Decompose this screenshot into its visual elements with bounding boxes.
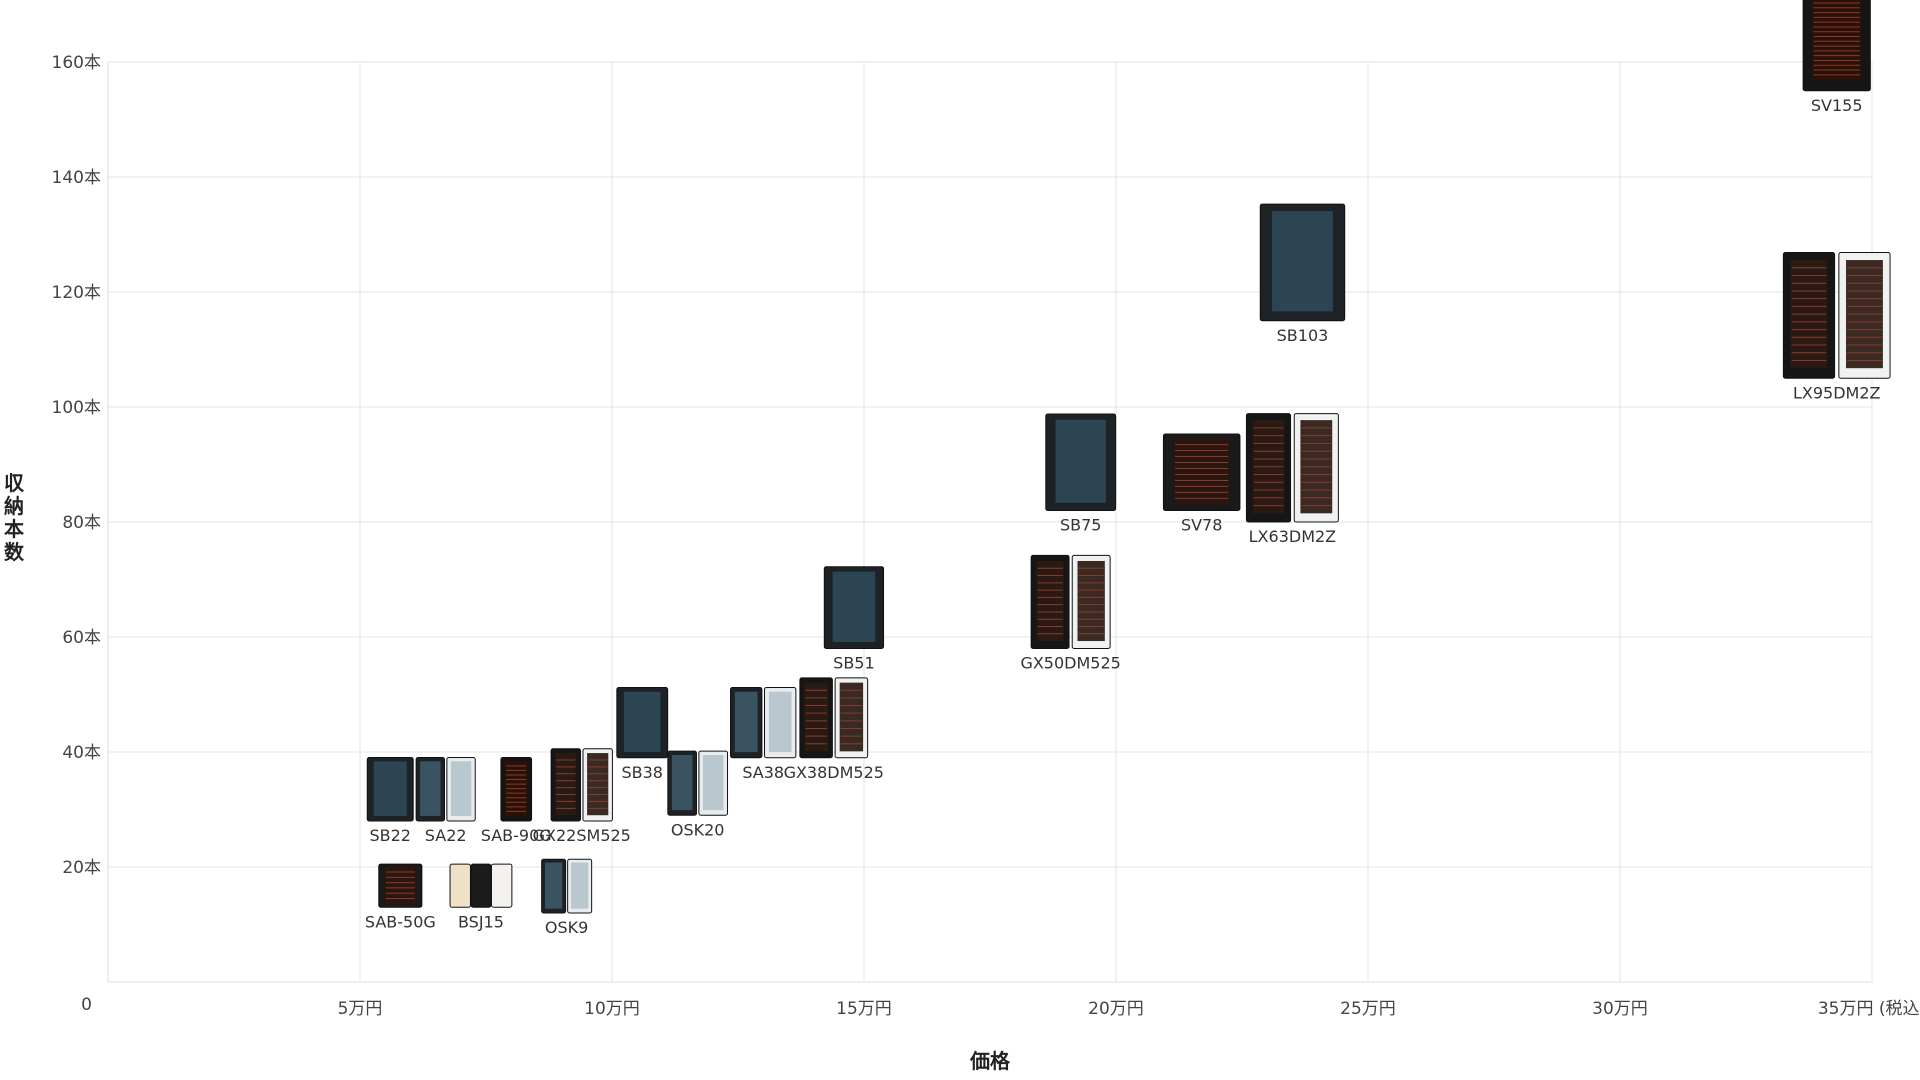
- data-label: SB51: [833, 654, 875, 673]
- cabinet-window: [587, 753, 609, 816]
- data-label: SB38: [621, 763, 663, 782]
- data-point: SA22: [415, 757, 476, 845]
- x-tick-label: 10万円: [584, 999, 640, 1019]
- data-label: OSK9: [545, 918, 588, 937]
- y-tick-label: 60本: [62, 628, 101, 648]
- data-label: SAB-50G: [365, 912, 436, 931]
- cabinet-window: [1055, 419, 1106, 503]
- cabinet-body: [470, 863, 492, 908]
- data-point: BSJ15: [449, 863, 513, 931]
- data-point: SB22: [366, 757, 414, 845]
- cabinet-window: [571, 862, 589, 909]
- y-axis-label-char: 納: [4, 494, 24, 518]
- data-point: SA38: [730, 687, 797, 782]
- data-label: LX63DM2Z: [1249, 527, 1337, 546]
- data-label: SB22: [369, 826, 411, 845]
- x-tick-label: 5万円: [338, 999, 383, 1019]
- y-tick-label: 140本: [52, 168, 101, 188]
- cabinet-window: [420, 761, 441, 816]
- data-label: GX50DM525: [1020, 654, 1120, 673]
- data-label: SA22: [425, 826, 467, 845]
- x-tick-label: 20万円: [1088, 999, 1144, 1019]
- data-point: SV78: [1162, 433, 1241, 535]
- cabinet-window: [373, 761, 407, 816]
- cabinet-window: [384, 866, 416, 904]
- y-tick-label: 100本: [52, 398, 101, 418]
- data-point: SAB-50G: [365, 863, 436, 931]
- cabinet-window: [1036, 560, 1064, 642]
- cabinet-body: [490, 863, 513, 908]
- data-point: SB103: [1259, 203, 1346, 345]
- data-label: SV155: [1811, 96, 1863, 115]
- data-point: GX38DM525: [784, 677, 884, 782]
- data-point: GX22SM525: [533, 748, 631, 845]
- data-point: SB51: [823, 566, 885, 673]
- x-tick-label: 35万円 (税込): [1818, 999, 1920, 1019]
- axis-layer: 5万円 10万円 15万円 20万円 25万円 30万円 35万円 (税込) 0 20本 40本 6…: [52, 53, 1920, 1019]
- cabinet-window: [671, 754, 693, 811]
- cabinet-window: [555, 753, 577, 816]
- y-tick-label: 20本: [62, 858, 101, 878]
- y-axis-label-char: 本: [4, 517, 24, 541]
- x-tick-label: 15万円: [836, 999, 892, 1019]
- data-point: LX63DM2Z: [1245, 413, 1339, 546]
- data-point: OSK20: [667, 750, 729, 839]
- data-label: SAB-90G: [481, 826, 552, 845]
- data-point: SB75: [1045, 413, 1117, 535]
- data-point: SB38: [616, 687, 669, 782]
- data-label: LX95DM2Z: [1793, 383, 1881, 402]
- x-axis-label: 価格: [969, 1049, 1011, 1073]
- y-axis-label-char: 数: [4, 540, 25, 564]
- cabinet-window: [832, 571, 876, 642]
- points-layer: SAB-50G BSJ15 OSK9 SB22 SA22 SAB-90GGX22SM525…: [365, 0, 1891, 937]
- y-tick-label: 160本: [52, 53, 101, 73]
- cabinet-window: [450, 761, 472, 816]
- data-point: GX50DM525: [1020, 554, 1121, 673]
- x-tick-label: 25万円: [1340, 999, 1396, 1019]
- cabinet-window: [1077, 560, 1105, 642]
- cabinet-window: [544, 862, 563, 909]
- cabinet-window: [702, 754, 724, 811]
- data-point: LX95DM2Z: [1782, 252, 1891, 402]
- cabinet-window: [623, 691, 661, 753]
- cabinet-body: [449, 863, 471, 908]
- data-label: SB75: [1060, 516, 1102, 535]
- cabinet-window: [768, 691, 792, 753]
- cabinet-window: [734, 691, 758, 753]
- data-point: SV155: [1802, 0, 1871, 115]
- y-axis-label-char: 収: [4, 471, 25, 495]
- grid-layer: [107, 61, 1873, 983]
- y-tick-label: 0: [81, 995, 92, 1015]
- y-tick-label: 120本: [52, 283, 101, 303]
- data-point: SAB-90G: [481, 757, 552, 845]
- cabinet-window: [1174, 438, 1230, 505]
- cabinet-window: [839, 682, 864, 752]
- data-label: OSK20: [671, 820, 725, 839]
- y-tick-label: 80本: [62, 513, 101, 533]
- data-label: GX22SM525: [533, 826, 631, 845]
- y-tick-label: 40本: [62, 743, 101, 763]
- data-label: SB103: [1277, 326, 1329, 345]
- cabinet-window: [804, 682, 828, 752]
- cabinet-window: [1812, 0, 1861, 80]
- cabinet-window: [1272, 211, 1333, 312]
- data-label: SV78: [1181, 516, 1222, 535]
- data-point: OSK9: [541, 858, 593, 937]
- data-label: GX38DM525: [784, 763, 884, 782]
- data-label: SA38: [742, 763, 784, 782]
- data-label: BSJ15: [458, 912, 504, 931]
- x-tick-label: 30万円: [1592, 999, 1648, 1019]
